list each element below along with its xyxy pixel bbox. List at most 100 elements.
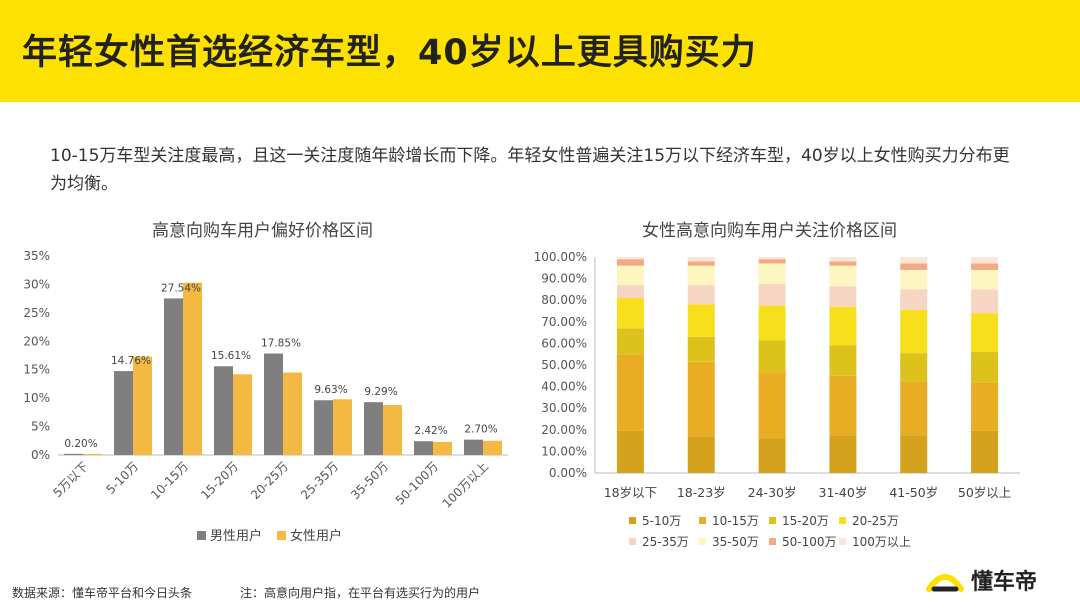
stack-segment — [971, 352, 999, 383]
stack-segment — [758, 263, 786, 284]
page-title: 年轻女性首选经济车型，40岁以上更具购买力 — [22, 33, 757, 73]
stack-segment — [829, 375, 857, 436]
title-banner: 年轻女性首选经济车型，40岁以上更具购买力 — [0, 0, 1080, 102]
stack-segment — [758, 340, 786, 373]
legend-swatch — [769, 538, 776, 545]
legend-swatch — [629, 538, 636, 545]
x-tick-label: 100万以上 — [440, 459, 492, 511]
stack-segment — [971, 269, 999, 290]
male-bar — [114, 371, 133, 455]
x-tick-label: 15-20万 — [198, 459, 241, 502]
legend-label: 100万以上 — [852, 535, 911, 549]
female-bar — [283, 372, 302, 455]
y-tick-label: 90.00% — [541, 272, 587, 286]
brand-name: 懂车帝 — [971, 570, 1038, 595]
stack-segment — [758, 257, 786, 260]
female-bar — [83, 453, 102, 455]
female-bar — [233, 374, 252, 455]
y-tick-label: 100.00% — [534, 250, 587, 264]
stack-segment — [900, 353, 928, 382]
stack-segment — [758, 284, 786, 306]
brand-logo: 懂车帝 — [925, 560, 1037, 600]
female-bar — [383, 404, 402, 455]
stack-segment — [758, 305, 786, 341]
female-bar — [333, 399, 352, 455]
x-tick-label: 18岁以下 — [604, 485, 657, 500]
male-value-label: 0.20% — [64, 438, 97, 450]
y-tick-label: 15% — [23, 363, 50, 377]
stack-segment — [829, 345, 857, 376]
male-bar — [364, 402, 383, 455]
legend-swatch — [839, 538, 846, 545]
y-tick-label: 0.00% — [549, 466, 587, 480]
x-tick-label: 5-10万 — [103, 459, 141, 497]
legend-label: 50-100万 — [782, 535, 837, 549]
female-bar — [433, 441, 452, 455]
stack-segment — [616, 298, 644, 329]
stack-segment — [616, 257, 644, 260]
stack-segment — [829, 261, 857, 266]
stack-segment — [687, 361, 715, 437]
x-tick-label: 41-50岁 — [889, 485, 938, 500]
stack-segment — [829, 435, 857, 473]
stack-segment — [687, 261, 715, 266]
legend-label: 35-50万 — [712, 535, 759, 549]
stack-segment — [758, 259, 786, 264]
male-bar — [264, 353, 283, 455]
stack-segment — [687, 257, 715, 262]
male-value-label: 27.54% — [161, 282, 201, 294]
stack-segment — [829, 286, 857, 307]
y-tick-label: 50.00% — [541, 358, 587, 372]
stack-segment — [687, 336, 715, 362]
legend-swatch — [699, 517, 706, 524]
female-bar — [183, 282, 202, 455]
y-tick-label: 5% — [31, 420, 50, 434]
right-chart-title: 女性高意向购车用户关注价格区间 — [642, 221, 897, 241]
legend-label-male: 男性用户 — [210, 528, 262, 544]
y-tick-label: 35% — [23, 249, 50, 263]
male-bar — [164, 298, 183, 455]
dongchedi-logo-icon — [926, 574, 964, 592]
stack-segment — [900, 257, 928, 264]
y-tick-label: 20.00% — [541, 423, 587, 437]
legend-swatch — [699, 538, 706, 545]
male-bar — [314, 400, 333, 455]
y-tick-label: 30.00% — [541, 401, 587, 415]
stack-segment — [687, 285, 715, 305]
right-stacked-chart: 0.00% 10.00% 20.00% 30.00% 40.00% 50.00% 60.00… — [534, 250, 1020, 549]
stack-segment — [616, 328, 644, 355]
y-tick-label: 30% — [23, 277, 50, 291]
male-bar — [414, 441, 433, 455]
y-tick-label: 40.00% — [541, 380, 587, 394]
x-tick-label: 35-50万 — [348, 459, 391, 502]
male-bar — [464, 439, 483, 455]
male-bar — [214, 366, 233, 455]
stack-segment — [971, 382, 999, 431]
x-tick-label: 25-35万 — [298, 459, 341, 502]
legend-label: 25-35万 — [642, 535, 689, 549]
male-value-label: 2.70% — [464, 424, 497, 436]
y-tick-label: 70.00% — [541, 315, 587, 329]
stack-segment — [616, 285, 644, 299]
stack-segment — [971, 313, 999, 353]
stack-segment — [900, 263, 928, 270]
stack-segment — [829, 306, 857, 346]
stack-segment — [829, 265, 857, 287]
y-tick-label: 80.00% — [541, 293, 587, 307]
legend-swatch — [769, 517, 776, 524]
legend-label: 20-25万 — [852, 514, 899, 528]
stack-segment — [758, 438, 786, 473]
male-value-label: 9.29% — [364, 386, 397, 398]
intro-text: 10-15万车型关注度最高，且这一关注度随年龄增长而下降。年轻女性普遍关注15万… — [50, 146, 1010, 194]
stack-segment — [829, 257, 857, 262]
male-value-label: 15.61% — [211, 350, 251, 362]
y-tick-label: 20% — [23, 334, 50, 348]
stack-segment — [616, 430, 644, 473]
x-tick-label: 24-30岁 — [748, 485, 797, 500]
legend-label: 10-15万 — [712, 514, 759, 528]
stack-segment — [900, 289, 928, 310]
stack-segment — [900, 381, 928, 436]
x-tick-label: 50-100万 — [393, 459, 441, 507]
y-tick-label: 10.00% — [541, 444, 587, 458]
stack-segment — [971, 257, 999, 264]
